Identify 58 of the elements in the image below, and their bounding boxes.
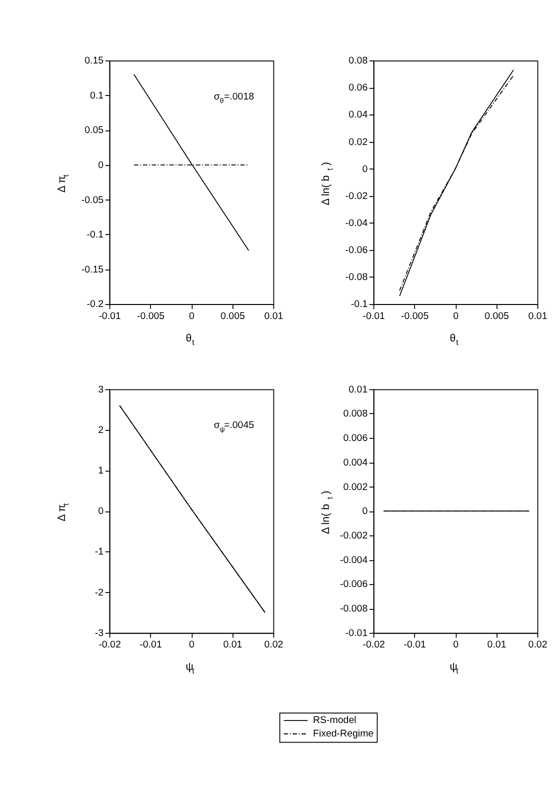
x-tick-label: 0.005	[220, 310, 245, 322]
x-tick-label: 0.02	[264, 639, 284, 650]
y-tick-label: -0.008	[340, 604, 368, 615]
y-axis-title: Δ ln( bt )	[320, 162, 335, 206]
y-tick-label: 0.15	[84, 56, 104, 67]
y-tick-label: -0.08	[345, 272, 368, 284]
x-tick-label: 0.01	[487, 639, 506, 650]
y-tick-label: 3	[98, 384, 104, 396]
y-tick-label: -0.1	[86, 230, 104, 241]
y-tick-label: 0.04	[348, 110, 368, 121]
y-tick-label: 0.02	[348, 136, 368, 148]
legend-label: Fixed-Regime	[313, 728, 374, 740]
y-tick-label: 0	[98, 160, 104, 171]
y-tick-label: 0.08	[348, 56, 368, 67]
x-tick-label: 0.01	[528, 310, 548, 322]
x-tick-label: -0.005	[136, 310, 165, 322]
y-tick-label: 0.01	[348, 384, 368, 396]
x-tick-label: 0.01	[264, 310, 284, 322]
x-tick-label: -0.005	[401, 310, 429, 322]
y-tick-label: -0.15	[81, 264, 104, 276]
y-tick-label: 2	[98, 424, 104, 436]
y-tick-label: -0.1	[350, 299, 368, 310]
x-tick-label: 0.02	[528, 639, 548, 650]
y-tick-label: 0.1	[90, 90, 104, 102]
x-tick-label: -0.01	[404, 639, 426, 650]
y-tick-label: 0.004	[343, 457, 368, 468]
y-tick-label: 0.06	[348, 82, 368, 94]
y-tick-label: -0.05	[81, 194, 104, 206]
y-tick-label: -0.002	[340, 530, 368, 542]
x-tick-label: 0	[453, 639, 460, 650]
x-tick-label: 0	[189, 310, 196, 322]
y-tick-label: -0.04	[345, 218, 368, 230]
y-tick-label: -0.06	[345, 245, 368, 256]
legend-label: RS-model	[313, 715, 356, 726]
x-tick-label: 0	[189, 639, 196, 650]
y-tick-label: -1	[94, 546, 104, 558]
x-tick-label: 0.01	[223, 639, 242, 650]
y-tick-label: 0	[362, 506, 368, 518]
y-axis-title: Δ πt	[56, 174, 71, 193]
y-tick-label: -0.02	[345, 190, 368, 202]
y-tick-label: 0.002	[343, 482, 368, 493]
x-tick-label: 0	[453, 310, 460, 322]
y-tick-label: -0.2	[86, 299, 104, 310]
y-tick-label: 0.05	[84, 125, 104, 136]
y-axis-title: Δ ln( bt )	[320, 490, 335, 534]
y-tick-label: 0	[362, 164, 368, 175]
y-tick-label: -2	[94, 587, 104, 598]
y-tick-label: -0.004	[340, 554, 368, 566]
y-tick-label: 1	[98, 466, 104, 477]
y-axis-title: Δ πt	[56, 502, 71, 522]
y-tick-label: 0.008	[343, 408, 368, 420]
y-tick-label: -0.006	[340, 579, 368, 590]
y-tick-label: 0	[98, 506, 104, 518]
y-tick-label: 0.006	[343, 433, 368, 444]
y-tick-label: -0.01	[345, 628, 368, 639]
x-tick-label: 0.005	[484, 310, 509, 322]
x-tick-label: -0.01	[140, 639, 162, 650]
y-tick-label: -3	[94, 628, 104, 639]
